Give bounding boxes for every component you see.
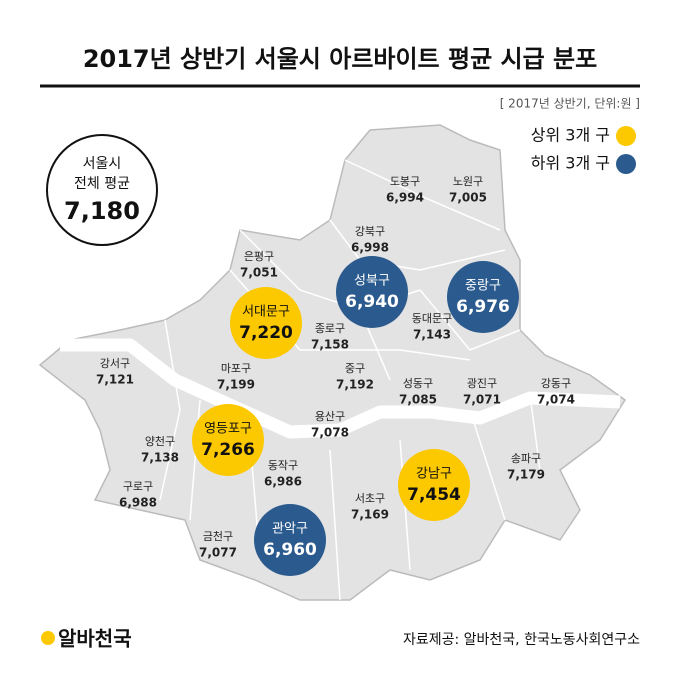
- district-name: 중구: [345, 362, 365, 375]
- district-value: 7,179: [507, 468, 545, 482]
- highlight-badge: [398, 449, 470, 521]
- average-line: 서울시: [83, 156, 122, 172]
- district-name: 서대문구: [242, 305, 290, 320]
- average-line: 전체 평균: [74, 176, 130, 192]
- district-value: 7,138: [141, 451, 179, 465]
- district-value: 7,074: [537, 393, 575, 407]
- district-value: 6,998: [351, 241, 389, 255]
- legend-swatch: [616, 126, 636, 146]
- unit-note: [ 2017년 상반기, 단위:원 ]: [500, 97, 640, 111]
- district-value: 6,994: [386, 191, 424, 205]
- legend-label: 상위 3개 구: [531, 126, 610, 145]
- district-value: 7,077: [199, 546, 237, 560]
- highlight-badge: [447, 261, 519, 333]
- district-value: 7,266: [201, 440, 255, 460]
- district-name: 강서구: [100, 357, 130, 370]
- district-name: 동작구: [268, 459, 298, 472]
- district-name: 동대문구: [412, 312, 452, 325]
- logo: 알바천국: [58, 627, 132, 651]
- district-value: 7,143: [413, 328, 451, 342]
- district-value: 7,071: [463, 393, 501, 407]
- district-name: 은평구: [244, 250, 274, 263]
- district-value: 7,192: [336, 378, 374, 392]
- average-badge: [46, 134, 158, 246]
- district-name: 노원구: [453, 175, 483, 188]
- district-value: 6,940: [345, 292, 399, 312]
- district-value: 6,988: [119, 496, 157, 510]
- district-name: 광진구: [467, 377, 497, 390]
- map: [38, 124, 627, 601]
- district-value: 7,169: [351, 508, 389, 522]
- legend-swatch: [616, 154, 636, 174]
- district-name: 용산구: [315, 410, 345, 423]
- district-name: 송파구: [511, 452, 541, 465]
- district-name: 종로구: [315, 322, 345, 335]
- highlight-badge: [230, 287, 302, 359]
- legend-label: 하위 3개 구: [531, 154, 610, 173]
- district-value: 7,220: [239, 323, 293, 343]
- highlight-badge: [192, 404, 264, 476]
- district-value: 7,078: [311, 426, 349, 440]
- district-name: 마포구: [221, 362, 251, 375]
- district-name: 서초구: [355, 492, 385, 505]
- district-name: 강북구: [355, 225, 385, 238]
- district-name: 금천구: [203, 529, 233, 543]
- highlight-badge: [254, 504, 326, 576]
- district-labels: 도봉구 6,994 노원구 7,005 강북구 6,998 은평구 7,051 성북구 6,940…: [96, 175, 575, 576]
- title: 2017년 상반기 서울시 아르바이트 평균 시급 분포: [83, 45, 597, 73]
- district-value: 7,158: [311, 338, 349, 352]
- district-value: 7,199: [217, 378, 255, 392]
- district-value: 7,005: [449, 191, 487, 205]
- source: 자료제공: 알바천국, 한국노동사회연구소: [403, 632, 640, 648]
- district-name: 구로구: [123, 480, 153, 493]
- logo-mark: [41, 631, 55, 645]
- legend: 상위 3개 구하위 3개 구: [531, 126, 636, 174]
- highlight-badge: [336, 256, 408, 328]
- district-name: 도봉구: [390, 175, 420, 188]
- district-value: 7,454: [407, 485, 461, 505]
- district-name: 성동구: [403, 377, 433, 390]
- district-name: 영등포구: [204, 422, 252, 437]
- district-name: 성북구: [354, 274, 390, 289]
- district-value: 6,960: [263, 540, 317, 560]
- district-value: 7,051: [240, 266, 278, 280]
- district-value: 6,986: [264, 475, 302, 489]
- district-name: 강남구: [416, 467, 452, 482]
- seoul-outline: [38, 124, 627, 601]
- district-value: 7,121: [96, 373, 134, 387]
- district-value: 6,976: [456, 297, 510, 317]
- district-value: 7,085: [399, 393, 437, 407]
- district-name: 양천구: [145, 434, 175, 448]
- district-name: 강동구: [541, 377, 571, 390]
- district-name: 관악구: [272, 522, 308, 537]
- average-value: 7,180: [64, 197, 140, 225]
- district-name: 중랑구: [465, 279, 501, 294]
- han-river: [60, 338, 621, 439]
